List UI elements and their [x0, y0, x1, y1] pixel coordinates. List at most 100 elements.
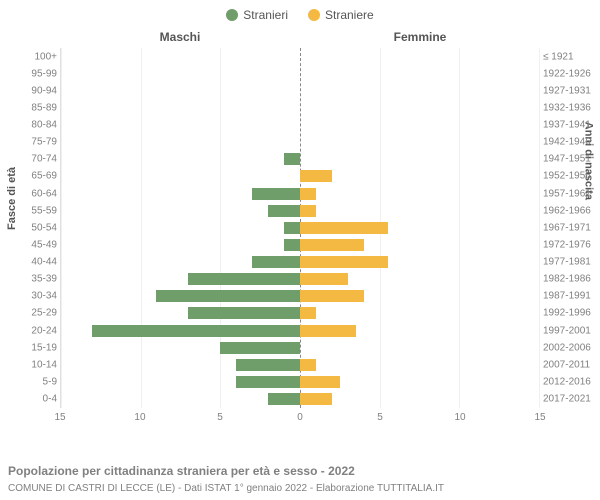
birth-year-label: 1967-1971 — [543, 222, 595, 233]
panel-title-male: Maschi — [60, 30, 300, 48]
male-half — [61, 202, 300, 219]
bar-female — [300, 239, 364, 251]
birth-year-label: 1992-1996 — [543, 308, 595, 319]
female-half — [300, 322, 539, 339]
age-row: 100+≤ 1921 — [61, 48, 539, 65]
bar-male — [252, 256, 300, 268]
legend-label-female: Straniere — [325, 8, 374, 22]
birth-year-label: 1932-1936 — [543, 102, 595, 113]
male-half — [61, 65, 300, 82]
age-label: 65-69 — [21, 171, 57, 182]
bar-female — [300, 222, 388, 234]
female-half — [300, 219, 539, 236]
age-row: 90-941927-1931 — [61, 82, 539, 99]
x-tick: 5 — [217, 412, 223, 423]
age-label: 15-19 — [21, 342, 57, 353]
age-row: 85-891932-1936 — [61, 99, 539, 116]
bar-female — [300, 256, 388, 268]
birth-year-label: 2012-2016 — [543, 376, 595, 387]
male-half — [61, 185, 300, 202]
age-row: 95-991922-1926 — [61, 65, 539, 82]
age-row: 75-791942-1946 — [61, 134, 539, 151]
age-row: 0-42017-2021 — [61, 391, 539, 408]
legend-swatch-male-icon — [226, 9, 238, 21]
female-half — [300, 305, 539, 322]
age-label: 35-39 — [21, 274, 57, 285]
bar-male — [236, 359, 300, 371]
birth-year-label: 1997-2001 — [543, 325, 595, 336]
age-label: 20-24 — [21, 325, 57, 336]
male-half — [61, 48, 300, 65]
bar-male — [284, 239, 300, 251]
age-row: 40-441977-1981 — [61, 254, 539, 271]
male-half — [61, 322, 300, 339]
female-half — [300, 117, 539, 134]
bar-male — [156, 290, 300, 302]
bar-female — [300, 325, 356, 337]
age-label: 85-89 — [21, 102, 57, 113]
birth-year-label: 1952-1956 — [543, 171, 595, 182]
age-label: 0-4 — [21, 394, 57, 405]
bar-male — [268, 205, 300, 217]
female-half — [300, 134, 539, 151]
female-half — [300, 82, 539, 99]
bars-container: 100+≤ 192195-991922-192690-941927-193185… — [60, 48, 540, 408]
bar-female — [300, 205, 316, 217]
age-label: 30-34 — [21, 291, 57, 302]
bar-male — [268, 393, 300, 405]
birth-year-label: 1927-1931 — [543, 85, 595, 96]
female-half — [300, 151, 539, 168]
age-row: 10-142007-2011 — [61, 356, 539, 373]
male-half — [61, 339, 300, 356]
age-row: 80-841937-1941 — [61, 117, 539, 134]
panel-headers: Maschi Femmine — [60, 30, 540, 48]
birth-year-label: 1937-1941 — [543, 120, 595, 131]
age-label: 75-79 — [21, 137, 57, 148]
age-label: 40-44 — [21, 257, 57, 268]
bar-male — [284, 222, 300, 234]
female-half — [300, 391, 539, 408]
age-row: 5-92012-2016 — [61, 373, 539, 390]
age-label: 80-84 — [21, 120, 57, 131]
birth-year-label: 1957-1961 — [543, 188, 595, 199]
birth-year-label: 1922-1926 — [543, 68, 595, 79]
legend-item-male: Stranieri — [226, 8, 288, 22]
female-half — [300, 202, 539, 219]
age-label: 60-64 — [21, 188, 57, 199]
male-half — [61, 356, 300, 373]
age-label: 70-74 — [21, 154, 57, 165]
male-half — [61, 99, 300, 116]
age-row: 60-641957-1961 — [61, 185, 539, 202]
birth-year-label: 2007-2011 — [543, 359, 595, 370]
age-row: 25-291992-1996 — [61, 305, 539, 322]
x-tick: 15 — [534, 412, 545, 423]
female-half — [300, 168, 539, 185]
gridline — [539, 48, 540, 408]
age-row: 70-741947-1951 — [61, 151, 539, 168]
age-row: 15-192002-2006 — [61, 339, 539, 356]
female-half — [300, 99, 539, 116]
male-half — [61, 288, 300, 305]
birth-year-label: 1977-1981 — [543, 257, 595, 268]
male-half — [61, 168, 300, 185]
female-half — [300, 288, 539, 305]
legend-item-female: Straniere — [308, 8, 374, 22]
female-half — [300, 373, 539, 390]
female-half — [300, 236, 539, 253]
female-half — [300, 254, 539, 271]
bar-male — [236, 376, 300, 388]
chart-title: Popolazione per cittadinanza straniera p… — [8, 464, 355, 478]
male-half — [61, 305, 300, 322]
male-half — [61, 391, 300, 408]
x-tick: 10 — [134, 412, 145, 423]
x-axis: 15105051015 — [60, 408, 540, 428]
bar-female — [300, 170, 332, 182]
legend: Stranieri Straniere — [0, 0, 600, 22]
birth-year-label: 1942-1946 — [543, 137, 595, 148]
x-tick: 15 — [54, 412, 65, 423]
bar-female — [300, 376, 340, 388]
birth-year-label: 2002-2006 — [543, 342, 595, 353]
birth-year-label: 1982-1986 — [543, 274, 595, 285]
female-half — [300, 48, 539, 65]
male-half — [61, 219, 300, 236]
